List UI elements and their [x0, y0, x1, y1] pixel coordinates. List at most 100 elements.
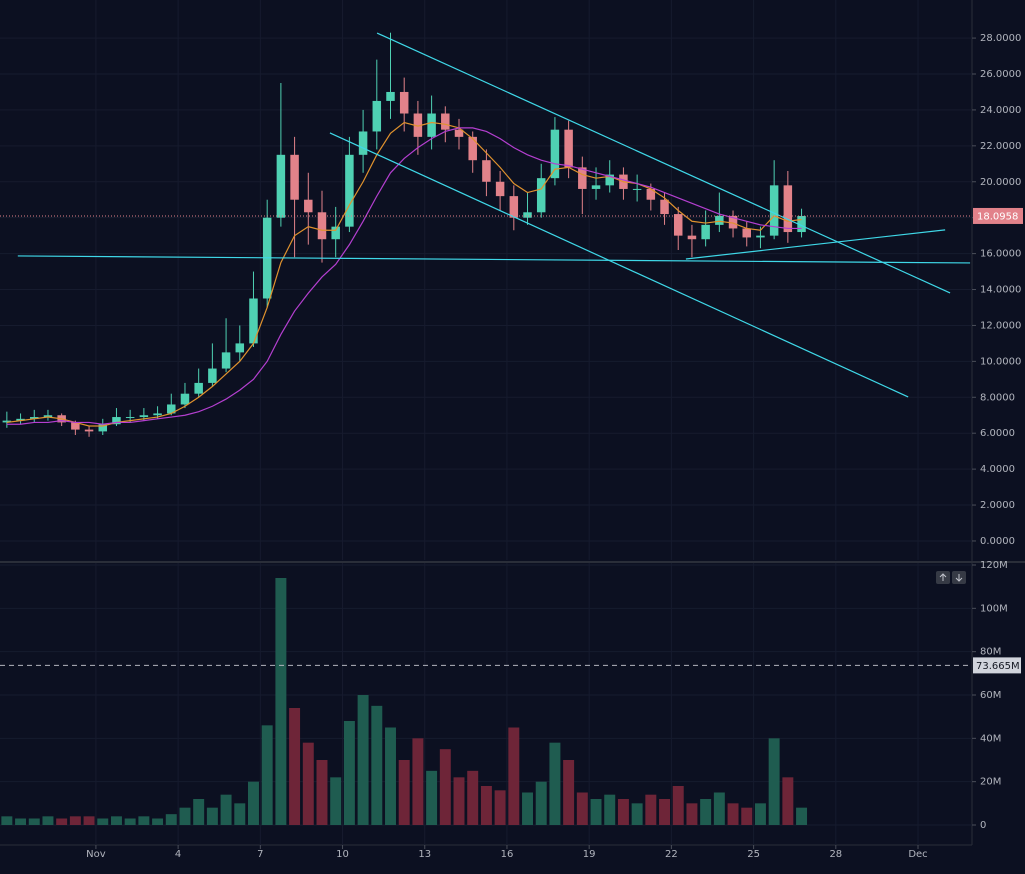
volume-bar	[467, 770, 479, 826]
candle-body	[427, 113, 436, 137]
y-tick-label: 20M	[980, 777, 1001, 788]
volume-bar	[590, 799, 602, 826]
y-tick-label: 40M	[980, 733, 1001, 744]
y-tick-label: 26.0000	[980, 69, 1021, 80]
candle-body	[194, 382, 203, 394]
volume-bar	[124, 818, 136, 826]
candle-body	[728, 215, 738, 229]
volume-bar	[686, 803, 698, 826]
volume-bar	[426, 770, 438, 826]
volume-bar	[713, 792, 725, 826]
volume-bar	[289, 707, 301, 826]
volume-bar	[631, 803, 643, 826]
volume-bar	[69, 816, 81, 826]
candle-body	[523, 212, 532, 218]
y-tick-label: 22.0000	[980, 141, 1021, 152]
y-tick-label: 14.0000	[980, 285, 1021, 296]
volume-bar	[535, 781, 547, 826]
candle-body	[509, 196, 519, 218]
labels-layer: 0.0000 2.0000 4.0000 6.0000 8.0000 10.0000 12.…	[86, 33, 1023, 860]
volume-bar	[248, 781, 259, 826]
arrow-icon	[939, 573, 947, 581]
y-tick-label: 0	[980, 820, 986, 831]
candle-body	[372, 100, 382, 132]
volume-bar	[549, 742, 561, 826]
marks-layer	[0, 32, 972, 826]
y-tick-label: 80M	[980, 647, 1001, 658]
volume-bar	[1, 816, 13, 826]
candle-body	[468, 136, 477, 161]
pane-buttons[interactable]	[936, 571, 966, 584]
candle-body	[112, 417, 121, 425]
candle-body	[413, 113, 423, 137]
candle-body	[139, 415, 149, 418]
candle-body	[687, 235, 697, 240]
grid-layer	[0, 0, 976, 849]
volume-bar	[15, 818, 27, 826]
volume-bar	[316, 759, 328, 826]
candle-body	[249, 298, 258, 344]
y-tick-label: 16.0000	[980, 249, 1021, 260]
volume-bar	[508, 727, 520, 826]
x-tick-label: 19	[583, 849, 596, 860]
candle-body	[16, 418, 25, 421]
candle-body	[125, 417, 135, 419]
y-tick-label: 120M	[980, 560, 1008, 571]
volume-bar	[659, 799, 671, 826]
y-tick-label: 10.0000	[980, 356, 1021, 367]
candle-body	[30, 417, 39, 419]
candle-body	[482, 160, 491, 182]
candle-body	[591, 185, 601, 189]
candle-body	[769, 185, 779, 236]
candle-body	[441, 113, 450, 130]
x-tick-label: 7	[257, 849, 263, 860]
volume-bar	[371, 705, 383, 826]
candle-body	[660, 199, 669, 215]
y-tick-label: 6.0000	[980, 428, 1015, 439]
x-tick-label: 10	[336, 849, 349, 860]
volume-bar	[193, 799, 205, 826]
volume-bar	[165, 814, 177, 826]
trend-line	[17, 255, 971, 264]
volume-bar	[42, 816, 54, 826]
volume-bar	[398, 759, 410, 826]
x-tick-label: 25	[747, 849, 760, 860]
volume-bar	[234, 803, 246, 826]
volume-bar	[261, 725, 273, 826]
reference-label: 73.665M	[976, 661, 1020, 672]
candle-body	[345, 154, 354, 227]
volume-bar	[28, 818, 40, 826]
volume-bar	[494, 790, 506, 826]
y-tick-label: 20.0000	[980, 177, 1021, 188]
y-tick-label: 100M	[980, 603, 1008, 614]
candle-body	[84, 429, 94, 432]
y-tick-label: 28.0000	[980, 33, 1021, 44]
volume-bar	[576, 792, 588, 826]
volume-bar	[220, 794, 232, 826]
candle-body	[221, 352, 231, 369]
arrow-icon	[955, 574, 963, 582]
y-tick-label: 4.0000	[980, 464, 1015, 475]
volume-bar	[275, 577, 287, 826]
volume-bar	[56, 818, 68, 826]
candle-body	[43, 415, 53, 418]
reference-box	[973, 657, 1021, 674]
volume-bar	[302, 742, 314, 826]
candle-body	[564, 129, 573, 168]
candle-body	[180, 393, 190, 405]
candle-body	[605, 174, 614, 186]
candle-body	[797, 215, 806, 233]
volume-bar	[700, 799, 712, 826]
candle-body	[495, 181, 505, 197]
candle-body	[399, 91, 409, 114]
y-tick-label: 2.0000	[980, 500, 1015, 511]
candle-body	[208, 368, 217, 383]
trend-line	[329, 132, 909, 398]
y-tick-label: 60M	[980, 690, 1001, 701]
volume-bar	[110, 816, 122, 826]
volume-bar	[343, 720, 355, 826]
x-tick-label: 4	[175, 849, 181, 860]
volume-bar	[645, 794, 657, 826]
volume-bar	[97, 818, 109, 826]
